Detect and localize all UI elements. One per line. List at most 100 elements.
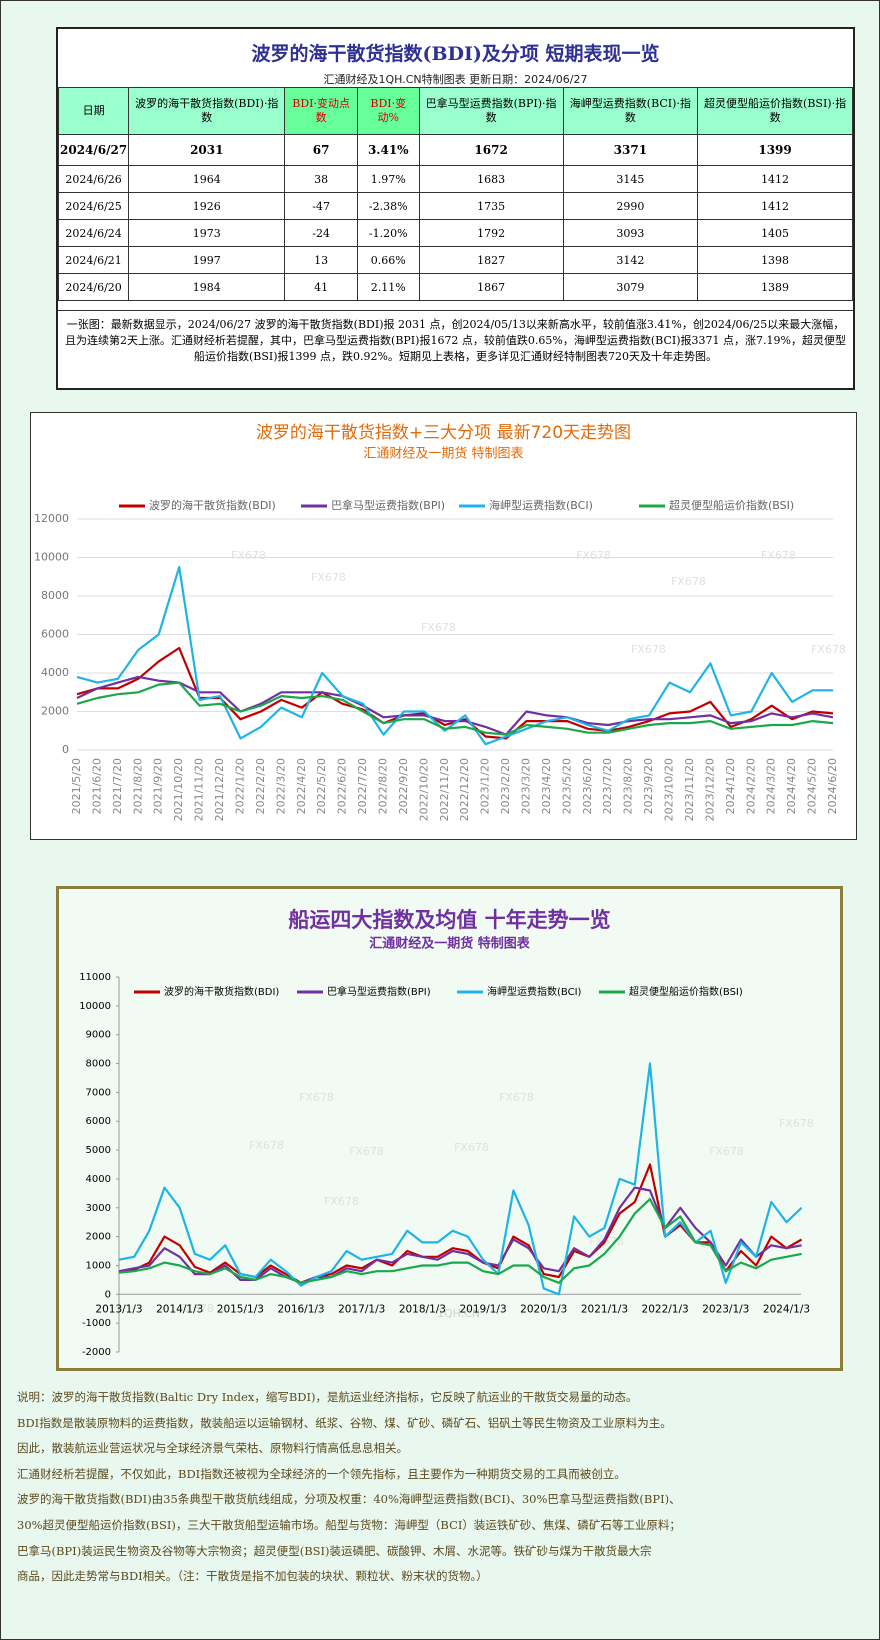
y-tick-label: 7000 [86, 1087, 111, 1098]
table-cell: 1867 [418, 273, 564, 301]
x-tick-label: 2021/10/20 [172, 758, 185, 821]
x-tick-label: 2023/1/20 [479, 758, 492, 814]
y-tick-label: 8000 [41, 589, 69, 602]
x-tick-label: 2022/9/20 [397, 758, 410, 814]
legend-label: 超灵便型船运价指数(BSI) [669, 498, 794, 512]
table-cell: 3.41% [356, 134, 420, 166]
legend-label: 波罗的海干散货指数(BDI) [149, 498, 276, 512]
x-tick-label: 2024/6/20 [826, 758, 839, 814]
table-cell: 0.66% [356, 246, 420, 274]
note-line: 说明：波罗的海干散货指数(Baltic Dry Index，缩写BDI)，是航运… [17, 1390, 638, 1404]
summary-text: 一张图：最新数据显示，2024/06/27 波罗的海干散货指数(BDI)报 20… [58, 310, 853, 365]
x-tick-label: 2022/4/20 [295, 758, 308, 814]
header-row: 日期 波罗的海干散货指数(BDI)·指数 BDI·变动点数 BDI·变动% 巴拿马型运费… [57, 87, 853, 135]
x-tick-label: 2017/1/3 [338, 1303, 385, 1315]
table-cell: 1412 [697, 192, 853, 220]
table-cell: 2024/6/26 [57, 165, 130, 193]
series-line [118, 1062, 803, 1296]
legend-label: 巴拿马型运费指数(BPI) [331, 498, 445, 512]
note-line: 因此，散装航运业营运状况与全球经济景气荣枯、原物料行情高低息息相关。 [17, 1441, 408, 1456]
watermark: 1QH.CN [437, 1307, 480, 1320]
watermark: FX678 [311, 571, 346, 584]
column-header: BDI·变动点数 [284, 87, 358, 135]
table-cell: 1672 [418, 134, 564, 166]
table-cell: 3145 [562, 165, 699, 193]
table-cell: 38 [284, 165, 358, 193]
column-header: 波罗的海干散货指数(BDI)·指数 [128, 87, 286, 135]
y-tick-label: 9000 [86, 1030, 111, 1041]
x-tick-label: 2024/4/20 [785, 758, 798, 814]
watermark: FX678 [631, 643, 666, 656]
y-tick-label: 6000 [41, 628, 69, 641]
series-line [76, 675, 834, 736]
y-tick-label: 0 [62, 743, 69, 756]
table-row: 2024/6/20 1984 41 2.11% 1867 3079 1389 [57, 273, 853, 301]
table-subtitle: 汇通财经及1QH.CN特制图表 更新日期：2024/06/27 [323, 73, 588, 86]
x-tick-label: 2023/1/3 [702, 1303, 749, 1315]
watermark: FX678 [179, 1302, 214, 1315]
table-cell: 1412 [697, 165, 853, 193]
notes: 说明：波罗的海干散货指数(Baltic Dry Index，缩写BDI)，是航运… [17, 1385, 681, 1590]
series-line [76, 566, 833, 746]
y-tick-label: 2000 [86, 1232, 111, 1243]
watermark: FX678 [779, 1117, 814, 1130]
table-cell: 1926 [128, 192, 286, 220]
x-tick-label: 2023/9/20 [642, 758, 655, 814]
column-header: 巴拿马型运费指数(BPI)·指数 [418, 87, 564, 135]
y-tick-label: 1000 [86, 1260, 111, 1271]
table-cell: -2.38% [356, 192, 420, 220]
table-cell: 3093 [562, 219, 699, 247]
table-cell: 1997 [128, 246, 286, 274]
table-cell: 1984 [128, 273, 286, 301]
legend-label: 波罗的海干散货指数(BDI) [164, 985, 279, 998]
x-tick-label: 2023/5/20 [560, 758, 573, 814]
x-tick-label: 2021/8/20 [131, 758, 144, 814]
x-tick-label: 2021/6/20 [90, 758, 103, 814]
table-cell: 2990 [562, 192, 699, 220]
x-tick-label: 2022/7/20 [356, 758, 369, 814]
chart-subtitle: 汇通财经及一期货 特制图表 [369, 936, 531, 952]
y-tick-label: -1000 [82, 1318, 111, 1329]
x-tick-label: 2023/11/20 [683, 758, 696, 821]
x-tick-label: 2022/1/20 [233, 758, 246, 814]
x-tick-label: 2022/12/20 [458, 758, 471, 821]
y-tick-label: 2000 [41, 705, 69, 718]
column-header: BDI·变动% [356, 87, 420, 135]
chart-title: 船运四大指数及均值 十年走势一览 [288, 908, 610, 932]
x-tick-label: 2023/12/20 [703, 758, 716, 821]
watermark: FX678 [299, 1091, 334, 1104]
table-row: 2024/6/27 2031 67 3.41% 1672 3371 1399 [57, 134, 853, 166]
x-tick-label: 2021/5/20 [70, 758, 83, 814]
legend-label: 海岬型运费指数(BCI) [487, 985, 582, 998]
x-tick-label: 2022/6/20 [336, 758, 349, 814]
table-cell: 13 [284, 246, 358, 274]
x-tick-label: 2022/1/3 [642, 1303, 689, 1315]
legend-label: 超灵便型船运价指数(BSI) [629, 985, 743, 998]
x-tick-label: 2014/1/3 [156, 1303, 203, 1315]
x-tick-label: 2022/2/20 [254, 758, 267, 814]
table-cell: -47 [284, 192, 358, 220]
x-tick-label: 2021/7/20 [111, 758, 124, 814]
summary-table-box: 波罗的海干散货指数(BDI)及分项 短期表现一览 汇通财经及1QH.CN特制图表… [56, 27, 855, 390]
table-cell: 2024/6/25 [57, 192, 130, 220]
table-cell: 3371 [562, 134, 699, 166]
watermark: FX678 [454, 1141, 489, 1154]
note-line: 汇通财经析若提醒，不仅如此，BDI指数还被视为全球经济的一个领先指标，且主要作为… [17, 1466, 626, 1481]
x-tick-label: 2022/3/20 [274, 758, 287, 814]
table-cell: 1964 [128, 165, 286, 193]
legend-label: 巴拿马型运费指数(BPI) [327, 985, 431, 998]
y-tick-label: 6000 [86, 1116, 111, 1127]
y-tick-label: 11000 [79, 972, 111, 983]
table-cell: 2031 [128, 134, 286, 166]
watermark: FX678 [421, 621, 456, 634]
y-tick-label: 10000 [34, 551, 69, 564]
watermark: FX678 [589, 1235, 624, 1248]
y-tick-label: 3000 [86, 1203, 111, 1214]
x-tick-label: 2019/1/3 [459, 1303, 506, 1315]
x-tick-label: 2015/1/3 [217, 1303, 264, 1315]
y-tick-label: 10000 [79, 1001, 111, 1012]
table-cell: 2024/6/24 [57, 219, 130, 247]
x-tick-label: 2024/3/20 [765, 758, 778, 814]
x-tick-label: 2020/1/3 [520, 1303, 567, 1315]
